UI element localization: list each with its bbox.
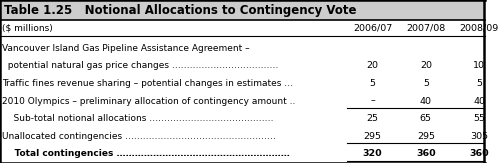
Text: 10: 10	[473, 61, 485, 70]
Text: Total contingencies …………………………………………………: Total contingencies …………………………………………………	[2, 149, 290, 158]
Text: 5: 5	[423, 79, 429, 88]
Text: 5: 5	[370, 79, 376, 88]
Text: 2008/09: 2008/09	[460, 23, 499, 33]
Text: Unallocated contingencies ……………………………………………: Unallocated contingencies ………………………………………	[2, 132, 276, 141]
Text: 55: 55	[473, 114, 485, 123]
Text: ($ millions): ($ millions)	[2, 23, 53, 33]
Text: 320: 320	[362, 149, 382, 158]
Text: 2010 Olympics – preliminary allocation of contingency amount ..: 2010 Olympics – preliminary allocation o…	[2, 96, 296, 106]
Text: –: –	[370, 96, 375, 106]
Text: 25: 25	[366, 114, 378, 123]
Text: 360: 360	[470, 149, 489, 158]
Text: 305: 305	[470, 132, 488, 141]
Text: 20: 20	[366, 61, 378, 70]
Text: 2007/08: 2007/08	[406, 23, 446, 33]
Text: 360: 360	[416, 149, 436, 158]
Text: 5: 5	[476, 79, 482, 88]
Text: 2006/07: 2006/07	[353, 23, 392, 33]
Text: Sub-total notional allocations ……………………………………: Sub-total notional allocations …………………………	[2, 114, 274, 123]
Text: potential natural gas price changes ………………………………: potential natural gas price changes ……………	[2, 61, 279, 70]
Text: 65: 65	[420, 114, 432, 123]
Text: 40: 40	[420, 96, 432, 106]
Text: Table 1.25   Notional Allocations to Contingency Vote: Table 1.25 Notional Allocations to Conti…	[4, 4, 356, 17]
Text: Traffic fines revenue sharing – potential changes in estimates …: Traffic fines revenue sharing – potentia…	[2, 79, 294, 88]
FancyBboxPatch shape	[0, 0, 485, 20]
Text: 295: 295	[364, 132, 382, 141]
Text: Vancouver Island Gas Pipeline Assistance Agreement –: Vancouver Island Gas Pipeline Assistance…	[2, 44, 250, 53]
Text: 40: 40	[473, 96, 485, 106]
Text: 20: 20	[420, 61, 432, 70]
Text: 295: 295	[417, 132, 435, 141]
